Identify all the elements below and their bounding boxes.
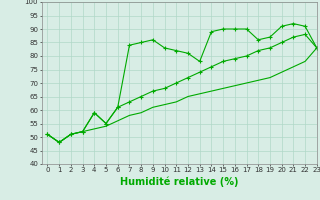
- X-axis label: Humidité relative (%): Humidité relative (%): [120, 176, 238, 187]
